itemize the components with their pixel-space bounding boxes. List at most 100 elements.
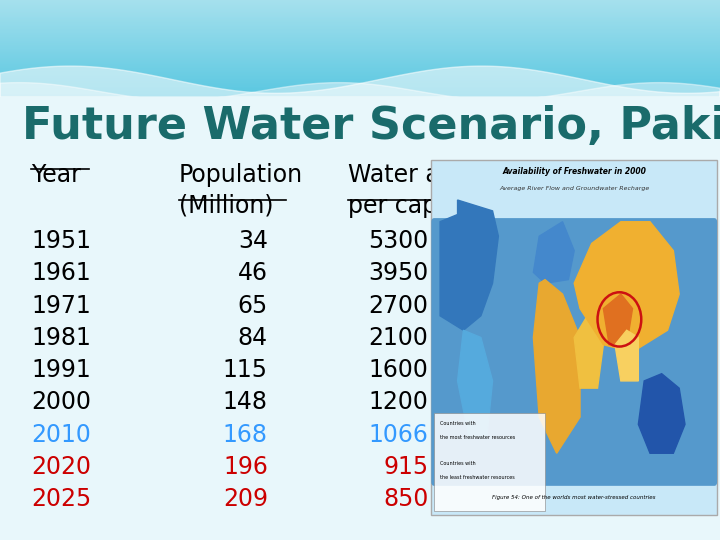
Bar <box>0 37 720 38</box>
Bar <box>0 62 720 63</box>
Text: Water availability: Water availability <box>348 163 554 187</box>
Text: the most freshwater resources: the most freshwater resources <box>440 435 516 440</box>
Text: (Million): (Million) <box>179 194 273 218</box>
Bar <box>0 60 720 61</box>
Bar <box>0 40 720 41</box>
Bar <box>0 0 720 1</box>
Bar <box>0 38 720 39</box>
FancyBboxPatch shape <box>431 160 717 515</box>
FancyBboxPatch shape <box>431 218 717 486</box>
Bar <box>0 46 720 48</box>
Text: 1961: 1961 <box>31 261 91 285</box>
Bar <box>0 91 720 92</box>
Bar <box>0 36 720 37</box>
Bar <box>0 96 720 97</box>
Bar <box>0 90 720 91</box>
Bar <box>0 8 720 9</box>
Bar <box>0 67 720 68</box>
Bar <box>0 11 720 12</box>
Bar <box>0 66 720 67</box>
Bar <box>0 69 720 70</box>
Bar <box>0 65 720 66</box>
Bar <box>0 19 720 21</box>
Bar <box>0 51 720 52</box>
Bar <box>0 3 720 4</box>
Bar <box>0 27 720 28</box>
Polygon shape <box>440 200 498 330</box>
Bar <box>0 72 720 73</box>
Text: 5300: 5300 <box>369 229 428 253</box>
Bar <box>0 41 720 42</box>
Bar <box>0 85 720 86</box>
Bar <box>0 29 720 30</box>
Text: the least freshwater resources: the least freshwater resources <box>440 475 515 480</box>
Text: 1981: 1981 <box>31 326 91 350</box>
Text: 1600: 1600 <box>369 358 428 382</box>
Bar <box>0 95 720 96</box>
Bar <box>0 9 720 10</box>
Text: 3950: 3950 <box>369 261 428 285</box>
Text: Average River Flow and Groundwater Recharge: Average River Flow and Groundwater Recha… <box>499 186 649 191</box>
Bar <box>0 92 720 93</box>
Text: 115: 115 <box>223 358 268 382</box>
Bar <box>0 4 720 5</box>
Text: 84: 84 <box>238 326 268 350</box>
Bar <box>0 10 720 11</box>
Bar <box>0 17 720 18</box>
Text: Countries with: Countries with <box>440 461 476 465</box>
Bar <box>0 32 720 33</box>
Bar <box>0 57 720 58</box>
Bar <box>0 53 720 55</box>
Text: 2025: 2025 <box>31 487 91 511</box>
Bar <box>0 45 720 46</box>
Bar <box>0 50 720 51</box>
Text: 2010: 2010 <box>31 423 91 447</box>
Bar <box>0 18 720 19</box>
Polygon shape <box>615 330 639 381</box>
Bar <box>0 58 720 59</box>
Text: 2000: 2000 <box>31 390 91 414</box>
Bar <box>0 1 720 2</box>
Text: 915: 915 <box>384 455 428 479</box>
Text: Availability of Freshwater in 2000: Availability of Freshwater in 2000 <box>503 167 646 177</box>
Bar <box>0 76 720 77</box>
Bar <box>0 63 720 64</box>
Polygon shape <box>458 330 492 439</box>
Text: 196: 196 <box>223 455 268 479</box>
Text: 1066: 1066 <box>369 423 428 447</box>
Bar <box>0 21 720 22</box>
Bar <box>0 7 720 8</box>
Bar <box>0 68 720 69</box>
Bar <box>0 82 720 83</box>
Text: 34: 34 <box>238 229 268 253</box>
Bar <box>0 77 720 78</box>
Bar <box>0 26 720 27</box>
Text: 168: 168 <box>223 423 268 447</box>
Bar <box>0 78 720 79</box>
Bar <box>0 61 720 62</box>
Bar <box>0 15 720 16</box>
Text: per capita (m³): per capita (m³) <box>348 194 526 218</box>
Bar <box>0 24 720 25</box>
Bar <box>0 75 720 76</box>
Bar <box>0 71 720 72</box>
Bar <box>0 86 720 87</box>
Bar <box>0 89 720 90</box>
Bar <box>0 42 720 43</box>
Bar <box>0 83 720 84</box>
Bar <box>0 39 720 40</box>
Text: 2700: 2700 <box>369 294 428 318</box>
Bar <box>0 64 720 65</box>
Bar <box>0 12 720 14</box>
Polygon shape <box>575 308 603 388</box>
Bar <box>0 70 720 71</box>
Bar <box>0 93 720 94</box>
Bar <box>0 55 720 56</box>
Text: Future Water Scenario, Pakistan: Future Water Scenario, Pakistan <box>22 105 720 148</box>
Text: Countries with: Countries with <box>440 421 476 426</box>
Bar <box>0 30 720 31</box>
Bar <box>0 94 720 95</box>
Text: 1951: 1951 <box>31 229 91 253</box>
Bar <box>0 2 720 3</box>
Bar <box>0 87 720 89</box>
